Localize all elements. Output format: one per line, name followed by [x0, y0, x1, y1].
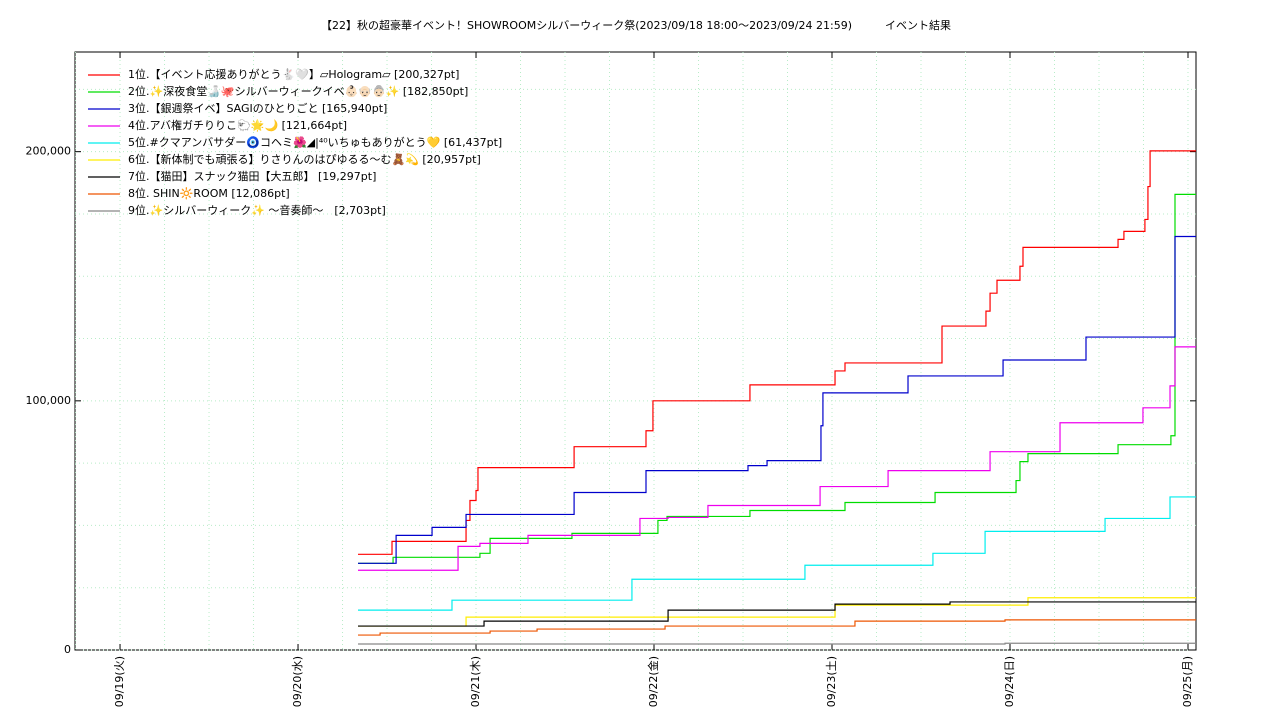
x-tick-label: 09/21(木): [469, 656, 482, 707]
series-line: [358, 619, 1196, 636]
x-tick-label: 09/24(日): [1003, 656, 1016, 707]
x-tick-label: 09/20(水): [291, 656, 304, 707]
series-line: [358, 597, 1196, 627]
y-tick-label: 0: [64, 643, 71, 656]
x-tick-label: 09/25(月): [1181, 656, 1194, 707]
legend-label: 4位.アバ権ガチりりこ🐑🌟🌙 [121,664pt]: [128, 118, 347, 132]
legend-label: 7位.【猫田】スナック猫田【大五郎】 [19,297pt]: [128, 169, 376, 183]
legend-label: 6位.【新体制でも頑張る】りさりんのはぴゆるる〜む🧸💫 [20,957pt]: [128, 152, 481, 167]
series-line: [358, 346, 1196, 571]
y-tick-label: 100,000: [26, 394, 72, 407]
y-tick-label: 200,000: [26, 145, 72, 158]
series-line: [358, 235, 1196, 564]
series-line: [358, 642, 1196, 645]
x-tick-label: 09/22(金): [646, 656, 660, 707]
series-line: [358, 193, 1196, 564]
legend-label: 9位.✨シルバーウィーク✨ 〜音奏師〜 [2,703pt]: [128, 203, 386, 217]
series-line: [358, 601, 1196, 627]
series-line: [358, 496, 1196, 611]
chart-title: 【22】秋の超豪華イベント！SHOWROOMシルバーウィーク祭(2023/09/…: [321, 18, 951, 32]
x-tick-label: 09/19(火): [113, 656, 126, 707]
legend-label: 3位.【銀週祭イベ】SAGIのひとりごと [165,940pt]: [128, 101, 387, 115]
legend-label: 8位. SHIN🔆ROOM [12,086pt]: [128, 186, 290, 200]
x-tick-label: 09/23(土): [825, 656, 838, 707]
legend-label: 2位.✨深夜食堂🍶🐙シルバーウィークイベ👶🏻👴🏻👵🏻✨ [182,850pt]: [128, 84, 468, 98]
series-line: [358, 150, 1196, 555]
legend-label: 5位.#クマアンバサダー🧿コヘミ🌺◢|⁴⁰いちゅもありがとう💛 [61,437p…: [128, 135, 502, 149]
legend-label: 1位.【イベント応援ありがとう🐇🤍】▱Hologram▱ [200,327pt]: [128, 67, 459, 81]
